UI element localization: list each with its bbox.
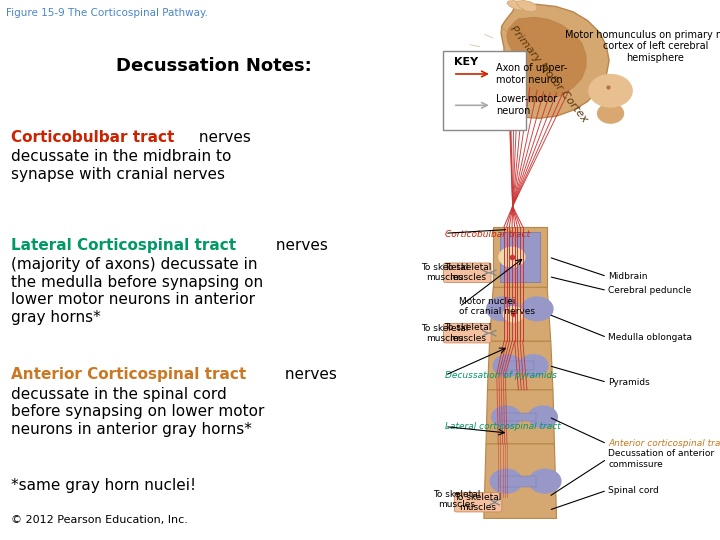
Polygon shape bbox=[490, 287, 551, 341]
Text: Decussation Notes:: Decussation Notes: bbox=[117, 57, 312, 75]
Text: To skeletal
muscles: To skeletal muscles bbox=[433, 490, 480, 509]
Text: nerves: nerves bbox=[271, 238, 328, 253]
Text: Motor nuclei
of cranial nerves: Motor nuclei of cranial nerves bbox=[459, 297, 536, 316]
Polygon shape bbox=[502, 361, 534, 370]
Circle shape bbox=[598, 104, 624, 123]
Text: *same gray horn nuclei!: *same gray horn nuclei! bbox=[11, 478, 196, 493]
Text: Primary Motor Cortex: Primary Motor Cortex bbox=[508, 24, 590, 125]
Text: To skeletal
muscles: To skeletal muscles bbox=[421, 263, 469, 282]
Text: Corticobulbar tract: Corticobulbar tract bbox=[445, 231, 530, 239]
Polygon shape bbox=[500, 413, 536, 421]
Circle shape bbox=[492, 406, 521, 428]
Text: Figure 15-9 The Corticospinal Pathway.: Figure 15-9 The Corticospinal Pathway. bbox=[6, 8, 208, 18]
Text: Anterior corticospinal tract: Anterior corticospinal tract bbox=[608, 440, 720, 448]
FancyBboxPatch shape bbox=[444, 323, 491, 343]
Polygon shape bbox=[605, 106, 616, 111]
Text: KEY: KEY bbox=[454, 57, 479, 67]
Polygon shape bbox=[507, 1, 525, 10]
Circle shape bbox=[487, 297, 518, 321]
Text: (majority of axons) decussate in
the medulla before synapsing on
lower motor neu: (majority of axons) decussate in the med… bbox=[11, 258, 263, 325]
Polygon shape bbox=[486, 390, 554, 444]
Circle shape bbox=[529, 469, 561, 493]
Circle shape bbox=[490, 469, 522, 493]
Text: Decussation of pyramids: Decussation of pyramids bbox=[445, 371, 557, 380]
Polygon shape bbox=[499, 476, 536, 487]
Polygon shape bbox=[484, 444, 557, 518]
Text: Anterior Corticospinal tract: Anterior Corticospinal tract bbox=[11, 367, 246, 382]
Text: nerves: nerves bbox=[280, 367, 337, 382]
FancyBboxPatch shape bbox=[443, 51, 526, 130]
Text: Motor homunculus on primary motor
cortex of left cerebral
hemisphere: Motor homunculus on primary motor cortex… bbox=[565, 30, 720, 63]
Text: To skeletal
muscles: To skeletal muscles bbox=[444, 323, 491, 343]
Text: Lateral corticospinal tract: Lateral corticospinal tract bbox=[445, 422, 561, 431]
Text: To skeletal
muscles: To skeletal muscles bbox=[454, 492, 502, 512]
Text: nerves: nerves bbox=[194, 130, 251, 145]
Polygon shape bbox=[493, 227, 547, 287]
FancyBboxPatch shape bbox=[444, 263, 491, 282]
Text: Pyramids: Pyramids bbox=[608, 378, 650, 387]
Polygon shape bbox=[490, 17, 586, 102]
Circle shape bbox=[589, 75, 632, 107]
Text: Corticobulbar tract: Corticobulbar tract bbox=[11, 130, 174, 145]
Polygon shape bbox=[482, 4, 609, 118]
Text: Medulla oblongata: Medulla oblongata bbox=[608, 333, 693, 342]
Circle shape bbox=[519, 355, 548, 376]
Circle shape bbox=[499, 247, 525, 267]
Polygon shape bbox=[500, 232, 540, 282]
Text: Lower-motor
neuron: Lower-motor neuron bbox=[496, 94, 557, 116]
Text: decussate in the spinal cord
before synapsing on lower motor
neurons in anterior: decussate in the spinal cord before syna… bbox=[11, 387, 264, 437]
Text: To skeletal
muscles: To skeletal muscles bbox=[421, 324, 469, 343]
Circle shape bbox=[521, 297, 553, 321]
Circle shape bbox=[493, 355, 522, 376]
Text: Midbrain: Midbrain bbox=[608, 272, 648, 281]
Text: Lateral Corticospinal tract: Lateral Corticospinal tract bbox=[11, 238, 236, 253]
Text: Decussation of anterior
commissure: Decussation of anterior commissure bbox=[608, 449, 714, 469]
Text: Cerebral peduncle: Cerebral peduncle bbox=[608, 286, 692, 295]
Polygon shape bbox=[517, 1, 537, 12]
Text: Spinal cord: Spinal cord bbox=[608, 486, 659, 495]
Text: © 2012 Pearson Education, Inc.: © 2012 Pearson Education, Inc. bbox=[11, 515, 188, 525]
FancyBboxPatch shape bbox=[454, 492, 502, 512]
Text: decussate in the midbrain to
synapse with cranial nerves: decussate in the midbrain to synapse wit… bbox=[11, 150, 231, 182]
Polygon shape bbox=[487, 341, 553, 390]
Text: Axon of upper-
motor neuron: Axon of upper- motor neuron bbox=[496, 63, 567, 85]
Text: To skeletal
muscles: To skeletal muscles bbox=[444, 263, 491, 282]
Circle shape bbox=[528, 406, 557, 428]
Circle shape bbox=[503, 307, 523, 322]
